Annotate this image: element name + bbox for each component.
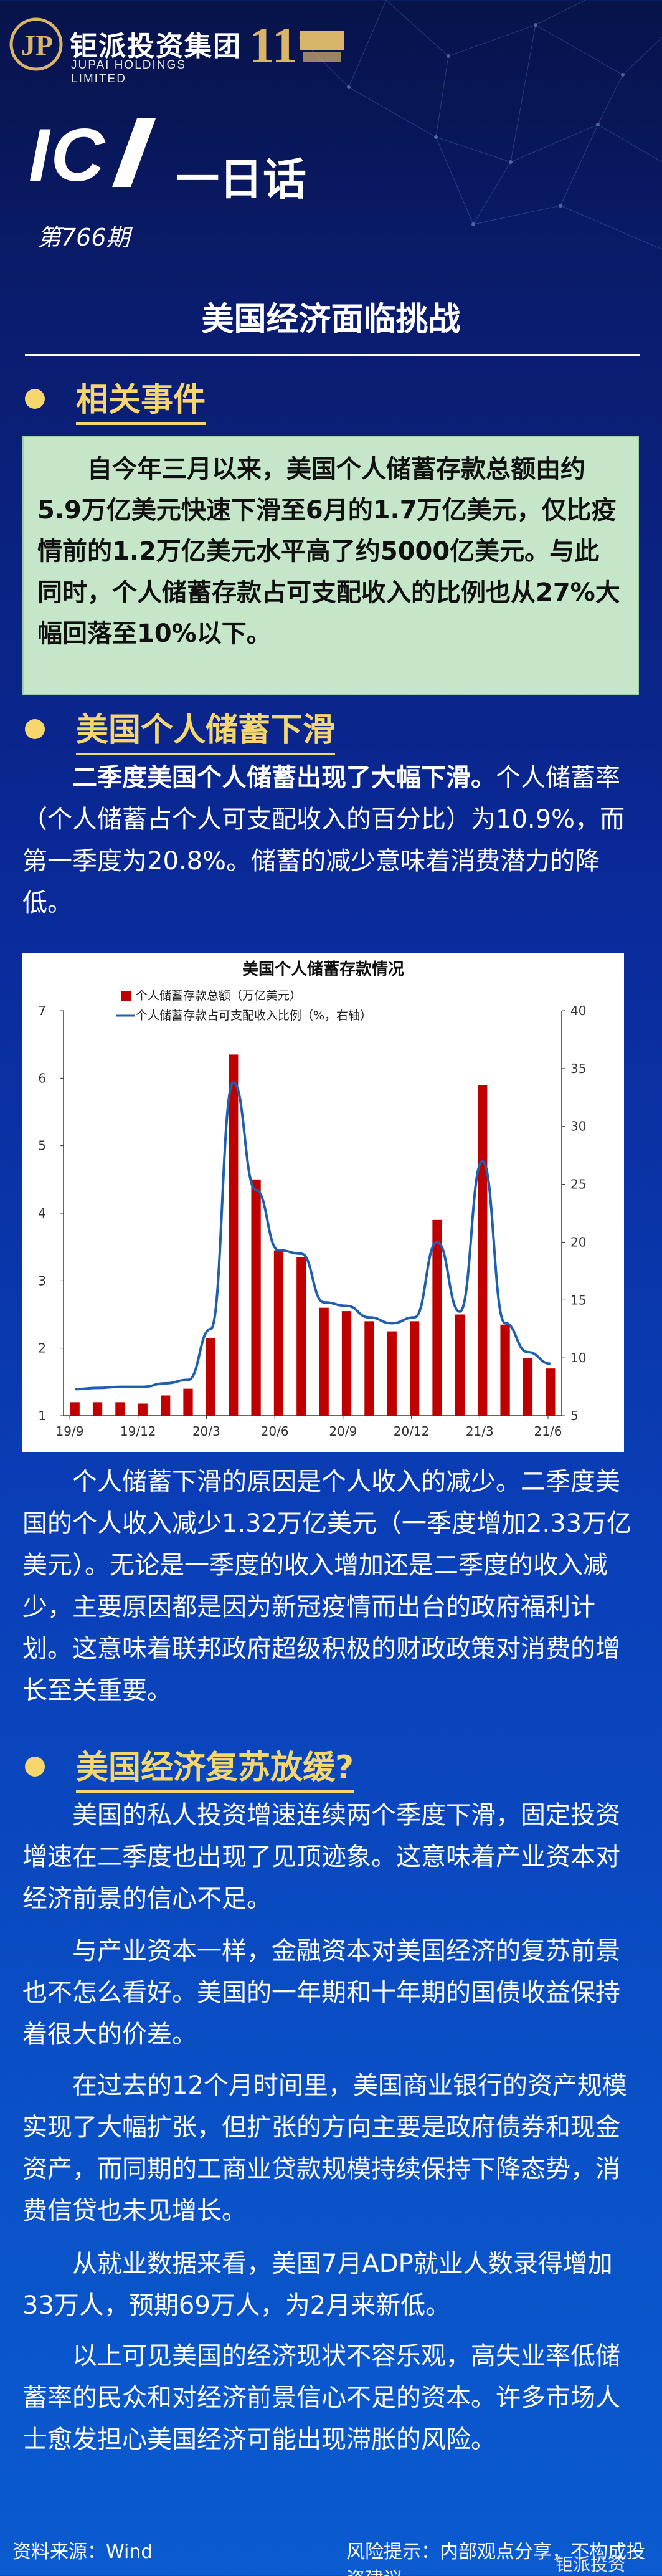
- bar: [296, 1257, 306, 1416]
- x-tick-label: 19/12: [120, 1424, 156, 1439]
- x-tick-label: 19/9: [56, 1424, 84, 1439]
- bar: [273, 1250, 284, 1416]
- paragraph-investment: 美国的私人投资增速连续两个季度下滑，固定投资增速在二季度也出现了见顶迹象。这意味…: [22, 1801, 620, 1913]
- page-title: 美国经济面临挑战: [201, 301, 461, 338]
- y-tick-label-right: 10: [570, 1350, 586, 1365]
- bar: [410, 1321, 420, 1416]
- anniversary-number: 11: [249, 17, 297, 74]
- brand-name-cn: 钜派投资集团: [70, 31, 242, 62]
- bar: [115, 1402, 125, 1416]
- bar: [523, 1358, 533, 1416]
- y-tick-label-left: 1: [38, 1408, 46, 1423]
- weibo-watermark: 钜派投资: [556, 2554, 626, 2575]
- paragraph-body: 个人储蓄率（个人储蓄占个人可支配收入的百分比）为10.9%，而第一季度为20.8…: [22, 763, 625, 917]
- x-tick-label: 20/9: [329, 1424, 357, 1439]
- bullet-icon: [25, 719, 45, 739]
- legend-label: 个人储蓄存款总额（万亿美元）: [136, 989, 301, 1003]
- x-tick-label: 20/6: [261, 1424, 289, 1439]
- y-tick-label-left: 6: [38, 1071, 46, 1085]
- section-label: 美国个人储蓄下滑: [76, 704, 336, 755]
- paragraph-financial: 与产业资本一样，金融资本对美国经济的复苏前景也不怎么看好。美国的一年期和十年期的…: [22, 1937, 620, 2049]
- bar: [138, 1403, 148, 1416]
- footer-risk-note: 风险提示：内部观点分享，不构成投资建议: [346, 2541, 645, 2576]
- paragraph-conclusion: 以上可见美国的经济现状不容乐观，高失业率低储蓄率的民众和对经济前景信心不足的资本…: [22, 2342, 620, 2454]
- bar: [432, 1219, 442, 1416]
- y-tick-label-right: 20: [570, 1234, 586, 1249]
- issue-number: 第766期: [37, 224, 130, 251]
- savings-rate-line: [75, 1081, 551, 1391]
- y-tick-label-left: 5: [38, 1138, 46, 1153]
- y-tick-label-left: 2: [38, 1341, 46, 1356]
- bar: [341, 1311, 352, 1416]
- bar: [387, 1331, 397, 1416]
- section-label: 相关事件: [76, 373, 206, 425]
- bar: [161, 1395, 171, 1416]
- y-tick-label-right: 30: [570, 1119, 586, 1134]
- title-divider: [25, 354, 640, 356]
- chart-title: 美国个人储蓄存款情况: [242, 960, 404, 979]
- paragraph-lead: 二季度美国个人储蓄出现了大幅下滑。: [72, 763, 496, 792]
- svg-text:JP: JP: [21, 29, 53, 61]
- y-tick-label-left: 4: [38, 1206, 46, 1221]
- bar: [183, 1388, 193, 1416]
- bar: [251, 1179, 261, 1416]
- paragraph-banks: 在过去的12个月时间里，美国商业银行的资产规模实现了大幅扩张，但扩张的方向主要是…: [22, 2071, 627, 2225]
- section-header-savings: 美国个人储蓄下滑: [25, 707, 336, 755]
- y-tick-label-right: 35: [570, 1061, 586, 1076]
- bar: [92, 1402, 103, 1416]
- section-header-events: 相关事件: [25, 377, 206, 425]
- anniversary-badge-icon: 11: [249, 17, 344, 74]
- y-tick-label-right: 15: [570, 1292, 586, 1307]
- y-tick-label-right: 5: [570, 1408, 579, 1423]
- brand-logo: JP 钜派投资集团 JUPAI HOLDINGS LIMITED: [9, 11, 245, 85]
- legend-swatch-bar: [121, 991, 131, 1001]
- bar: [70, 1402, 80, 1416]
- savings-chart: 美国个人储蓄存款情况个人储蓄存款总额（万亿美元） 个人储蓄存款占可支配收入比例（%…: [22, 953, 624, 1452]
- x-tick-label: 20/12: [394, 1424, 430, 1439]
- y-tick-label-right: 25: [570, 1177, 586, 1192]
- bar: [546, 1368, 556, 1416]
- column-subtitle: 一日话: [176, 154, 306, 205]
- section-label: 美国经济复苏放缓?: [76, 1741, 354, 1793]
- bullet-icon: [25, 1757, 45, 1777]
- x-tick-label: 21/3: [466, 1424, 494, 1439]
- column-title: IC: [29, 113, 106, 197]
- bar: [364, 1321, 374, 1416]
- paragraph-savings: 二季度美国个人储蓄出现了大幅下滑。个人储蓄率（个人储蓄占个人可支配收入的百分比）…: [22, 757, 639, 924]
- y-tick-label-left: 7: [38, 1003, 46, 1018]
- bar: [478, 1085, 488, 1416]
- jupai-logo-icon: JP: [9, 17, 63, 71]
- section-header-recovery: 美国经济复苏放缓?: [25, 1745, 354, 1793]
- paragraph-employment: 从就业数据来看，美国7月ADP就业人数录得增加33万人，预期69万人，为2月来新…: [22, 2249, 613, 2320]
- bar: [229, 1054, 239, 1416]
- bar: [455, 1314, 465, 1416]
- bar: [206, 1338, 215, 1416]
- footer-source: 资料来源：Wind: [12, 2541, 153, 2563]
- brand-name-en: JUPAI HOLDINGS LIMITED: [71, 59, 186, 85]
- paragraph-income: 个人储蓄下滑的原因是个人收入的减少。二季度美国的个人收入减少1.32万亿美元（一…: [22, 1467, 632, 1705]
- bar: [319, 1307, 329, 1416]
- event-summary-box: 自今年三月以来，美国个人储蓄存款总额由约5.9万亿美元快速下滑至6月的1.7万亿…: [22, 436, 639, 695]
- slash-mark: [112, 118, 156, 187]
- bullet-icon: [25, 389, 45, 409]
- x-tick-label: 20/3: [192, 1424, 220, 1439]
- x-tick-label: 21/6: [534, 1424, 562, 1439]
- y-tick-label-right: 40: [570, 1003, 586, 1018]
- legend-label: 个人储蓄存款占可支配收入比例（%，右轴）: [136, 1009, 372, 1023]
- bar: [500, 1324, 510, 1416]
- y-tick-label-left: 3: [38, 1273, 46, 1288]
